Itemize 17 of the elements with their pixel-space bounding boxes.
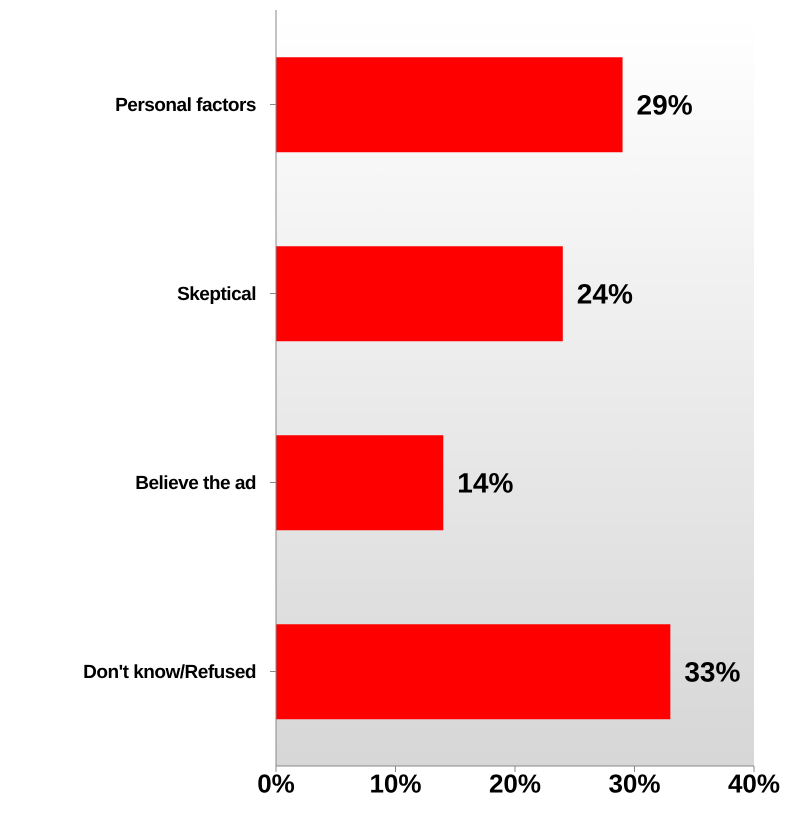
data-label: 29% [636,90,693,121]
y-tick-label: Don't know/Refused [83,662,256,684]
x-tick-label: 0% [257,768,295,798]
bar [276,57,623,152]
x-tick-label: 40% [728,768,780,798]
bar [276,246,563,342]
bar [276,624,670,720]
y-tick-label: Believe the ad [135,473,256,494]
x-tick-label: 10% [369,768,422,798]
y-tick-label: Skeptical [177,284,256,306]
data-label: 33% [684,656,740,688]
x-tick-label: 30% [608,768,661,798]
data-label: 24% [576,278,633,310]
bar [276,435,444,530]
y-tick-label: Personal factors [115,95,256,116]
data-label: 14% [457,468,514,499]
x-tick-label: 20% [488,768,542,798]
